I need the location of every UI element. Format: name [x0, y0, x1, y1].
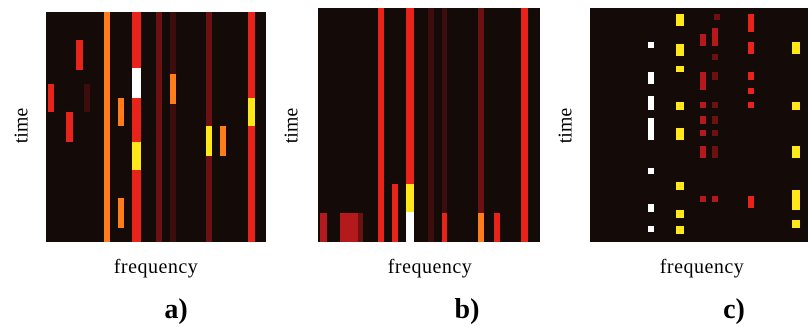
panel-c-cell	[676, 102, 684, 110]
panel-b-cell	[358, 213, 363, 242]
panel-c-cell	[676, 210, 684, 218]
panel-b-cell	[478, 213, 484, 242]
panel-a-line	[170, 12, 176, 242]
panel-c-frequency-label: frequency	[659, 256, 745, 278]
panel-c-time-label: time	[554, 107, 577, 144]
panel-a-cell	[84, 84, 90, 112]
panel-b-cell	[340, 213, 358, 242]
panel-b-line	[428, 8, 434, 242]
panel-c-cell	[712, 72, 718, 80]
panel-a-cell	[206, 126, 212, 156]
panel-b-cell	[392, 184, 398, 242]
panel-a-line	[104, 12, 110, 242]
panel-c-cell	[712, 196, 718, 202]
panel-a-cell	[66, 112, 73, 142]
panel-c-cells	[648, 14, 800, 234]
panel-b-cells	[320, 8, 528, 242]
panel-c-cell	[676, 128, 684, 140]
panel-c-cell	[792, 42, 800, 54]
panel-c-cell	[712, 54, 718, 60]
panel-a-cell	[118, 98, 124, 126]
panel-c-cell	[676, 14, 684, 26]
panel-c-cell	[748, 42, 754, 54]
panel-a-cell	[248, 98, 255, 126]
panel-c-cell	[648, 226, 654, 232]
panel-c-cell	[712, 28, 718, 46]
panel-c-cell	[648, 204, 654, 212]
panel-b-frequency-label: frequency	[387, 256, 473, 278]
panel-a-frequency-label: frequency	[113, 256, 199, 278]
panel-a-cell	[48, 84, 54, 112]
panel-c-cell	[700, 34, 706, 46]
panel-c-cell	[748, 88, 754, 94]
panel-c-cell	[748, 196, 754, 208]
panel-c-cell	[792, 146, 800, 158]
panel-c-cell	[648, 42, 654, 48]
panel-c-cell	[700, 196, 706, 202]
panel-c-cell	[676, 66, 684, 72]
panel-a-time-label: time	[10, 107, 33, 144]
panel-a-line	[156, 12, 162, 242]
panel-c-cell	[648, 168, 654, 174]
panel-a-cell	[170, 74, 176, 104]
panel-c-label: c)	[723, 294, 745, 325]
panel-b-line	[478, 8, 484, 242]
panel-c-cell	[676, 226, 684, 234]
panel-a-cell	[132, 68, 141, 98]
panel-a-spectrogram	[46, 12, 266, 242]
panel-a-cell	[76, 40, 83, 70]
panel-c-cell	[700, 72, 706, 90]
panel-c-cell	[748, 72, 754, 80]
panel-c-cell	[700, 146, 706, 158]
panel-a-cells	[48, 12, 255, 242]
panel-c-cell	[648, 96, 654, 110]
panel-c-cell	[712, 116, 718, 124]
panel-c-cell	[792, 190, 800, 210]
panel-c-cell	[648, 72, 654, 84]
panel-c-cell	[700, 130, 706, 136]
panel-b-cell	[406, 184, 414, 212]
panel-b-line	[521, 8, 528, 242]
panel-c-cell	[748, 102, 754, 108]
panel-a-label: a)	[164, 294, 188, 325]
panel-b-spectrogram	[318, 8, 540, 242]
panel-c-cell	[676, 44, 684, 56]
panel-b-line	[442, 8, 447, 242]
panel-b-cell	[320, 213, 327, 242]
panel-b-cell	[406, 212, 414, 242]
panel-c-cell	[712, 130, 718, 136]
panel-b-line	[406, 8, 414, 242]
panel-b-time-label: time	[280, 107, 303, 144]
panel-b-label: b)	[454, 294, 480, 325]
panel-c-cell	[748, 14, 754, 32]
panel-a-cell	[220, 126, 226, 156]
panel-c-spectrogram	[590, 8, 808, 242]
panel-c-cell	[792, 102, 800, 110]
panel-c-cell	[792, 220, 800, 228]
panel-a-line	[132, 12, 141, 242]
panel-c-cell	[712, 146, 718, 158]
panel-b-line	[378, 8, 384, 242]
panel-c-cell	[648, 118, 654, 140]
panel-c-cell	[700, 116, 706, 124]
panel-b-cell	[442, 213, 447, 242]
panel-b-cell	[494, 213, 500, 242]
panel-a-line	[248, 12, 255, 242]
panel-a-cell	[118, 198, 124, 228]
panel-c-cell	[700, 102, 706, 108]
panel-c-cell	[676, 182, 684, 190]
panel-a-cell	[132, 142, 141, 170]
panel-c-cell	[714, 14, 720, 20]
panel-c-cell	[712, 102, 718, 108]
